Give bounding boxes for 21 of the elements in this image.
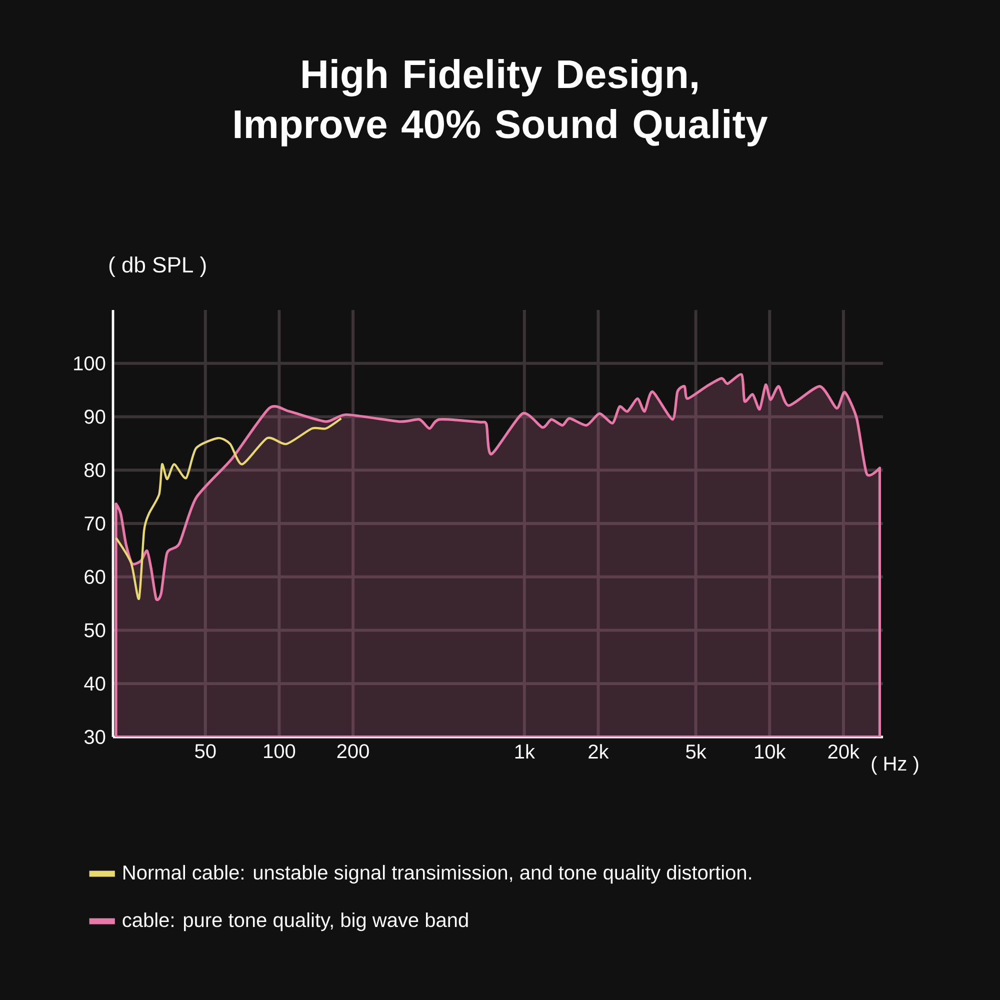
- x-tick-label: 200: [337, 744, 369, 758]
- y-axis-title: ( db SPL ): [109, 256, 206, 277]
- y-tick-label: 60: [84, 570, 106, 584]
- x-tick-label: 10k: [755, 744, 786, 759]
- x-tick-label: 5k: [686, 744, 706, 759]
- x-tick-label: 100: [264, 744, 296, 758]
- y-tick-label: 70: [84, 516, 106, 531]
- legend-label: cable: pure tone quality, big wave band: [122, 912, 468, 932]
- y-tick-label: 80: [84, 463, 106, 478]
- legend-label: Normal cable: unstable signal transimission, and tone quality distortion.: [124, 864, 752, 884]
- y-tick-label: 100: [74, 356, 106, 370]
- x-tick-label: 50: [195, 744, 216, 758]
- x-axis-title: ( Hz ): [872, 756, 918, 775]
- chart-title: High Fidelity Design, Improve 40% Sound Quality: [234, 59, 768, 146]
- x-tick-label: 20k: [828, 744, 860, 759]
- y-tick-label: 90: [84, 410, 106, 424]
- y-tick-label: 30: [84, 730, 106, 744]
- x-tick-label: 1k: [515, 744, 536, 759]
- y-tick-label: 50: [84, 623, 106, 638]
- x-tick-label: 2k: [588, 744, 609, 759]
- y-tick-label: 40: [84, 676, 106, 691]
